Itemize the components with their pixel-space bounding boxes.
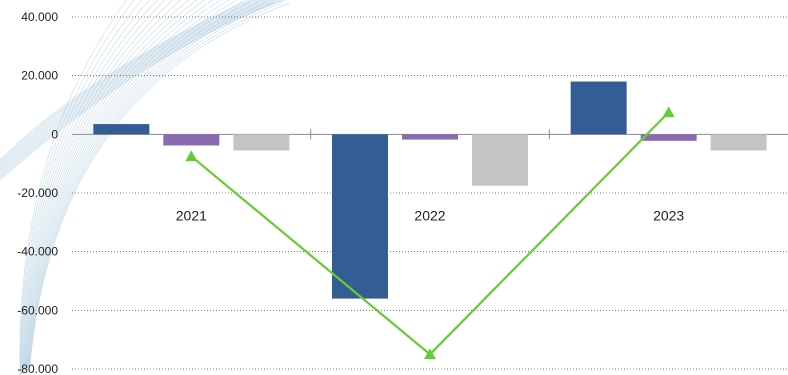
swirl-line <box>23 0 190 372</box>
swirl-line <box>0 0 258 165</box>
swirl-line <box>27 0 253 368</box>
y-tick-label: 0 <box>51 127 58 141</box>
swirl-line <box>28 1 275 366</box>
y-tick-label: -80.000 <box>17 362 58 375</box>
swirl-line <box>22 0 174 373</box>
decorative-swirl <box>0 0 291 375</box>
line-series <box>185 106 675 360</box>
bar-2023-series-1 <box>570 81 627 135</box>
bar-2021-series-1 <box>93 124 150 135</box>
category-labels: 2021 2022 2023 <box>176 207 685 223</box>
bar-2023-series-2 <box>640 134 697 141</box>
y-tick-label: 20.000 <box>21 69 58 83</box>
bar-2022-series-1 <box>332 134 388 299</box>
swirl-line <box>20 0 143 375</box>
swirl-line <box>0 0 255 163</box>
swirl-line <box>0 0 253 162</box>
category-label-2023: 2023 <box>653 207 684 223</box>
y-tick-label: 40.000 <box>21 10 58 24</box>
bar-2023-series-3 <box>710 134 767 151</box>
swirl-line <box>21 0 151 374</box>
swirl-line <box>0 0 265 169</box>
swirl-line <box>22 0 182 372</box>
swirl-line <box>25 0 230 369</box>
bars <box>93 81 767 299</box>
swirl-line <box>21 0 166 373</box>
swirl-line <box>0 0 260 166</box>
swirl-line <box>28 1 268 367</box>
swirl-line <box>24 0 214 370</box>
swirl-line <box>29 2 291 366</box>
category-label-2021: 2021 <box>176 207 207 223</box>
swirl-line <box>26 0 245 368</box>
swirl-line <box>0 0 287 181</box>
y-tick-label: -40.000 <box>17 245 58 259</box>
swirl-line <box>24 0 206 371</box>
bar-2022-series-3 <box>472 134 528 186</box>
bar-2021-series-2 <box>163 134 220 146</box>
swirl-line <box>0 0 280 177</box>
bar-2021-series-3 <box>233 134 290 151</box>
swirl-line <box>20 0 135 375</box>
swirl-line <box>0 0 278 175</box>
y-axis-tick-labels: 40.000 20.000 0 -20.000 -40.000 -60.000 -80.00… <box>17 10 58 375</box>
category-label-2022: 2022 <box>414 207 445 223</box>
swirl-line <box>0 0 270 171</box>
swirl-line <box>25 0 222 370</box>
swirl-line <box>0 0 285 179</box>
swirl-line <box>0 0 268 170</box>
line-marker-2022 <box>424 348 436 360</box>
line-marker-2021 <box>185 150 198 162</box>
y-tick-label: -20.000 <box>17 186 58 200</box>
swirl-line <box>19 0 127 375</box>
y-tick-label: -60.000 <box>17 303 58 317</box>
swirl-line <box>0 0 273 173</box>
gridlines <box>72 16 788 370</box>
swirl-line <box>26 0 237 369</box>
swirl-line <box>0 0 282 178</box>
swirl-line <box>0 0 250 161</box>
swirl-line <box>0 0 263 167</box>
line-marker-2023 <box>662 106 675 118</box>
swirl-line <box>23 0 198 371</box>
swirl-line <box>27 1 260 367</box>
bar-2022-series-2 <box>402 134 458 140</box>
swirl-line <box>0 0 275 174</box>
swirl-line <box>21 0 158 374</box>
swirl-line <box>29 2 283 366</box>
